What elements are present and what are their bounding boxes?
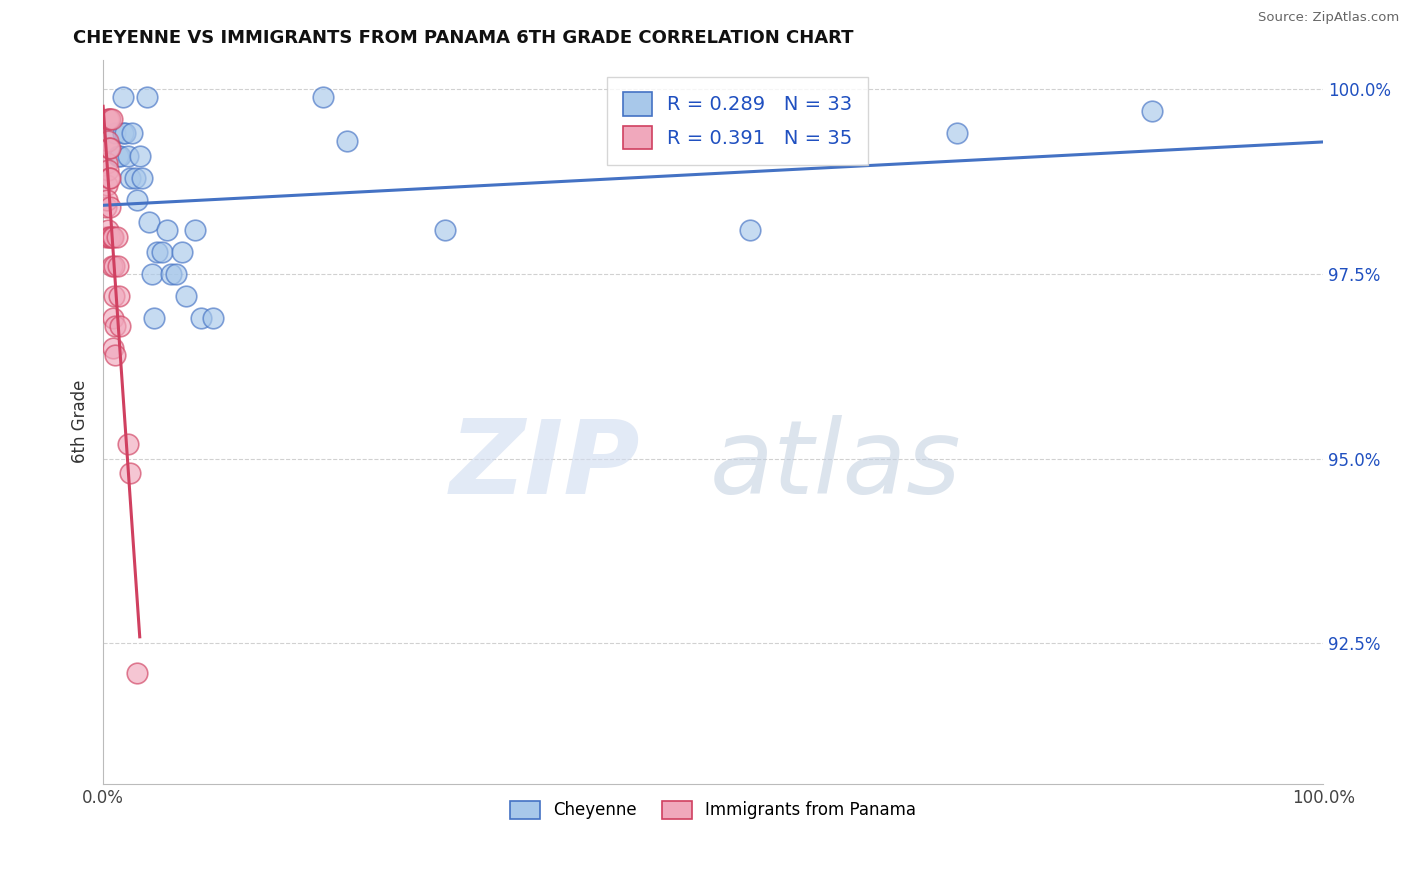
Point (104, 318, 127, 333)
Point (97, 163, 120, 178)
Point (100, 112, 122, 126)
Point (138, 215, 160, 229)
Point (100, 230, 122, 244)
Point (108, 149, 131, 163)
Point (100, 112, 122, 126)
Point (104, 348, 127, 362)
Point (101, 311, 124, 326)
Point (190, 311, 212, 326)
Point (100, 170, 122, 185)
Point (107, 260, 129, 274)
Point (172, 244, 194, 259)
Y-axis label: 6th Grade: 6th Grade (72, 380, 89, 463)
Point (97, 134, 120, 148)
Point (124, 170, 146, 185)
Point (97, 222, 120, 236)
Text: Source: ZipAtlas.com: Source: ZipAtlas.com (1258, 11, 1399, 24)
Point (141, 267, 163, 281)
Point (94, 230, 117, 244)
Point (128, 149, 150, 163)
Text: atlas: atlas (710, 415, 960, 515)
Point (117, 149, 139, 163)
Point (165, 267, 187, 281)
Point (108, 289, 131, 303)
Point (101, 341, 124, 355)
Point (108, 318, 131, 333)
Legend: Cheyenne, Immigrants from Panama: Cheyenne, Immigrants from Panama (503, 794, 922, 826)
Point (118, 467, 141, 481)
Point (98, 170, 121, 185)
Point (155, 222, 177, 236)
Point (98, 230, 121, 244)
Point (121, 127, 143, 141)
Point (100, 260, 122, 274)
Point (117, 437, 139, 451)
Point (946, 127, 969, 141)
Point (105, 230, 128, 244)
Point (201, 311, 224, 326)
Text: CHEYENNE VS IMMIGRANTS FROM PANAMA 6TH GRADE CORRELATION CHART: CHEYENNE VS IMMIGRANTS FROM PANAMA 6TH G… (73, 29, 853, 46)
Point (336, 134, 359, 148)
Point (146, 244, 169, 259)
Point (114, 127, 136, 141)
Point (312, 89, 335, 103)
Point (104, 127, 127, 141)
Point (96, 156, 118, 170)
Point (1142, 104, 1164, 119)
Point (100, 200, 122, 214)
Point (183, 222, 205, 236)
Point (94, 200, 117, 214)
Point (127, 665, 149, 680)
Point (136, 89, 159, 103)
Point (111, 127, 134, 141)
Point (738, 222, 761, 236)
Point (107, 149, 129, 163)
Point (143, 311, 166, 326)
Point (96, 178, 118, 193)
Point (100, 141, 122, 155)
Point (103, 260, 125, 274)
Point (97, 112, 120, 126)
Point (118, 170, 141, 185)
Point (127, 193, 149, 207)
Point (101, 230, 124, 244)
Point (131, 170, 153, 185)
Point (433, 222, 456, 236)
Point (174, 289, 197, 303)
Point (103, 289, 125, 303)
Point (111, 89, 134, 103)
Text: ZIP: ZIP (450, 415, 640, 516)
Point (160, 267, 183, 281)
Point (150, 244, 173, 259)
Point (96, 193, 118, 207)
Point (98, 141, 121, 155)
Point (100, 230, 122, 244)
Point (98, 112, 121, 126)
